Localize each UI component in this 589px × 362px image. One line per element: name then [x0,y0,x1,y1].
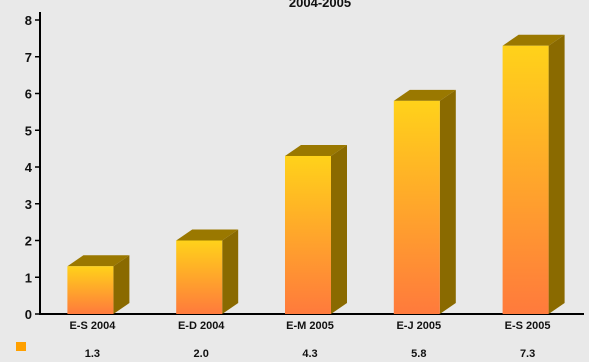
y-tick-label: 8 [25,13,32,28]
bar-side [222,229,239,314]
data-table: 1.3 2.0 4.3 5.8 7.3 [16,342,535,360]
bar [502,34,565,314]
y-tick-label: 2 [25,234,32,249]
x-tick-label: E-S 2004 [69,320,116,332]
y-tick-label: 1 [25,270,32,285]
data-label: 2.0 [194,348,209,360]
y-tick-label: 5 [25,123,32,138]
y-tick-label: 7 [25,50,32,65]
bar-front [67,266,114,314]
bar [393,89,456,314]
x-tick-label: E-S 2005 [505,320,551,332]
bar-side [548,34,565,314]
data-label: 7.3 [520,348,535,360]
x-tick-label: E-D 2004 [178,320,225,332]
bar-front [285,155,331,314]
x-tick-label: E-M 2005 [286,320,334,332]
bar-front [502,45,549,314]
bar [285,144,347,314]
bar-top [285,144,347,156]
bar [176,229,239,314]
data-label: 1.3 [85,348,100,360]
y-tick-label: 4 [25,160,33,175]
data-label: 4.3 [302,348,317,360]
bar-front [176,240,223,314]
bar-side [331,144,347,314]
axes: 0 1 2 3 4 5 6 7 8 [25,12,584,322]
legend-swatch [16,342,26,351]
y-tick-label: 3 [25,197,32,212]
bar-top [502,34,565,46]
y-tick-label: 0 [25,307,32,322]
bar-top [393,89,456,101]
chart-title: 2004-2005 [289,0,351,10]
bar-side [113,255,130,314]
y-tick-label: 6 [25,87,32,102]
bar [67,255,130,314]
bar-top [67,255,130,267]
category-labels: E-S 2004 E-D 2004 E-M 2005 E-J 2005 E-S 2005 [69,320,550,332]
data-label: 5.8 [411,348,426,360]
bar-front [393,100,440,314]
bars [67,34,565,314]
x-tick-label: E-J 2005 [396,320,441,332]
bar-top [176,229,239,241]
bar-side [439,89,456,314]
